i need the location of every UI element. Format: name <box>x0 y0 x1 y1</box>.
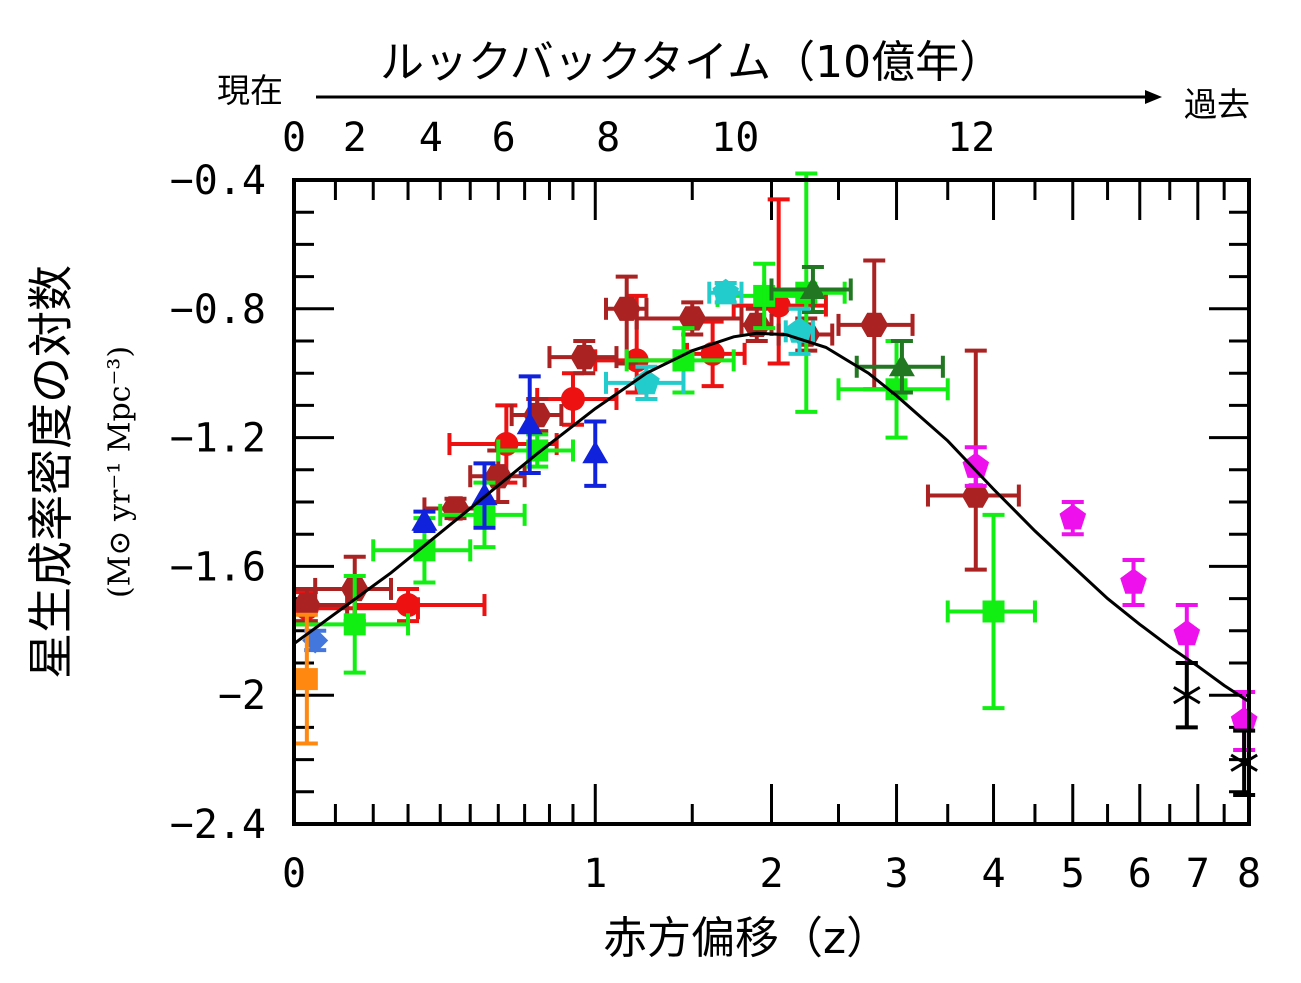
top-axis-tick-label: 2 <box>343 115 367 161</box>
data-point <box>633 368 660 395</box>
fit-curve-group <box>293 331 1250 703</box>
top-axis-tick-label: 0 <box>282 115 306 161</box>
past-label: 過去 <box>1184 85 1250 124</box>
data-point <box>612 296 641 321</box>
data-point <box>413 539 436 562</box>
x-axis-label: 赤方偏移（z） <box>603 913 891 964</box>
y-tick-label: −2.4 <box>170 802 266 848</box>
fit-curve <box>293 331 1250 703</box>
x-tick-label: 3 <box>884 851 908 897</box>
chart-title: ルックバックタイム（10億年） <box>380 37 1004 88</box>
data-point <box>1173 620 1201 646</box>
x-tick-label: 8 <box>1237 851 1261 897</box>
data-point <box>396 593 421 618</box>
data-point <box>1059 504 1087 530</box>
data-point <box>860 312 889 337</box>
data-point <box>582 440 609 464</box>
data-point <box>961 483 990 508</box>
plot-frame <box>292 178 1251 826</box>
tick-labels: 0 1 2 3 4 5 6 7 80 2 4 6 8 10 12−2.4−2−1.6−1.2−0.8−0.4 <box>170 115 1261 897</box>
y-tick-label: −0.4 <box>170 158 266 204</box>
data-point <box>799 276 826 299</box>
series-black <box>1173 661 1258 798</box>
x-tick-label: 0 <box>282 851 306 897</box>
x-tick-label: 7 <box>1186 851 1210 897</box>
data-marks <box>292 171 1258 798</box>
y-tick-label: −1.6 <box>170 544 266 590</box>
top-axis-tick-label: 6 <box>492 115 516 161</box>
x-tick-label: 2 <box>759 851 783 897</box>
data-point <box>471 482 498 506</box>
data-point <box>570 345 599 370</box>
series-green <box>292 171 1037 711</box>
y-axis-units: (M⊙ yr⁻¹ Mpc⁻³) <box>102 345 138 599</box>
data-point <box>1230 707 1258 733</box>
data-point <box>888 353 915 377</box>
data-point <box>962 452 990 478</box>
y-tick-label: −1.2 <box>170 416 266 462</box>
data-point <box>560 386 585 411</box>
top-axis-tick-label: 10 <box>711 115 759 161</box>
series-darkgreen <box>769 264 945 395</box>
data-point <box>526 439 549 462</box>
x-tick-label: 5 <box>1061 851 1085 897</box>
top-axis-tick-label: 4 <box>419 115 443 161</box>
top-axis-tick-label: 12 <box>947 115 995 161</box>
data-point <box>982 600 1005 623</box>
series-blue <box>411 374 609 533</box>
x-tick-label: 1 <box>583 851 607 897</box>
data-point <box>411 508 438 531</box>
data-point-stroke <box>1230 753 1258 772</box>
series-magenta <box>962 445 1258 752</box>
y-tick-label: −2 <box>218 673 266 719</box>
series-brown <box>292 258 1021 624</box>
lookback-arrow <box>316 90 1162 104</box>
x-tick-label: 4 <box>981 851 1005 897</box>
data-point <box>678 306 707 331</box>
present-label: 現在 <box>217 71 283 110</box>
y-tick-label: −0.8 <box>170 287 266 333</box>
data-point-stroke <box>1173 686 1201 705</box>
data-point <box>295 668 318 691</box>
data-point <box>343 613 366 636</box>
y-axis-label: 星生成率密度の対数 <box>24 265 78 679</box>
top-axis-tick-label: 8 <box>596 115 620 161</box>
data-point <box>516 411 543 435</box>
series-cyan <box>604 278 815 401</box>
data-point <box>712 278 739 304</box>
axis-ticks <box>292 178 1251 826</box>
x-tick-label: 6 <box>1128 851 1152 897</box>
data-point <box>672 349 695 372</box>
data-point <box>1120 568 1147 594</box>
